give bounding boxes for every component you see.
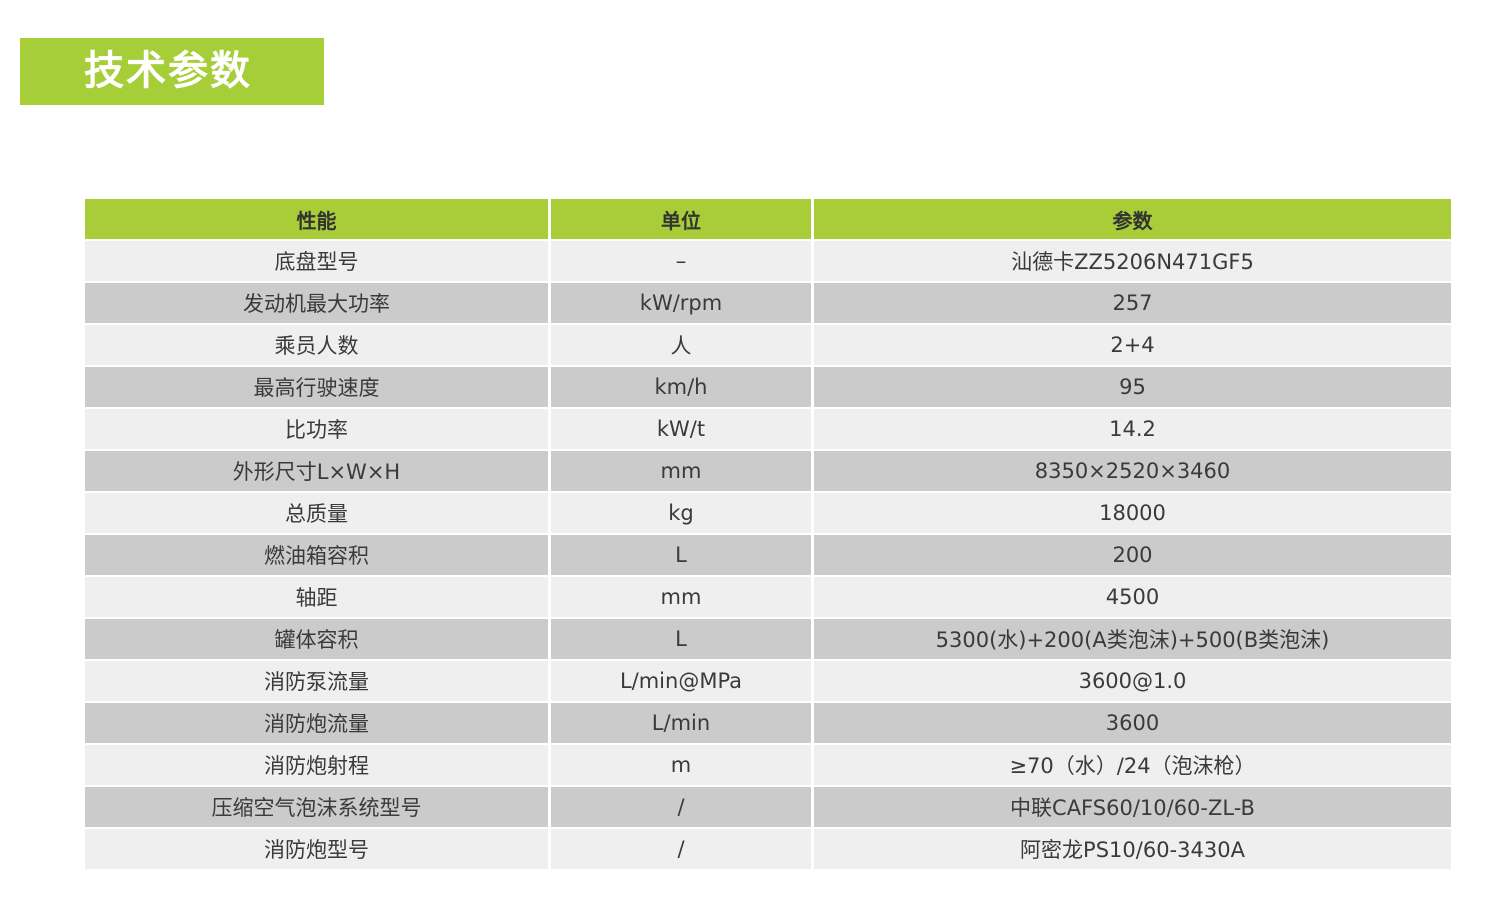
cell-performance: 最高行驶速度 xyxy=(85,367,548,407)
cell-value: 汕德卡ZZ5206N471GF5 xyxy=(814,241,1451,281)
cell-value: 2+4 xyxy=(814,325,1451,365)
cell-unit: / xyxy=(551,787,811,827)
cell-performance: 总质量 xyxy=(85,493,548,533)
cell-performance: 乘员人数 xyxy=(85,325,548,365)
cell-unit: kW/t xyxy=(551,409,811,449)
cell-unit: m xyxy=(551,745,811,785)
cell-performance: 外形尺寸L×W×H xyxy=(85,451,548,491)
cell-value: 8350×2520×3460 xyxy=(814,451,1451,491)
cell-performance: 消防泵流量 xyxy=(85,661,548,701)
cell-performance: 消防炮射程 xyxy=(85,745,548,785)
cell-performance: 罐体容积 xyxy=(85,619,548,659)
cell-unit: 人 xyxy=(551,325,811,365)
spec-table: 性能 单位 参数底盘型号 – 汕德卡ZZ5206N471GF5 发动机最大功率 kW/rpm… xyxy=(85,199,1451,869)
cell-value: 3600 xyxy=(814,703,1451,743)
cell-unit: kW/rpm xyxy=(551,283,811,323)
cell-unit: – xyxy=(551,241,811,281)
cell-unit: mm xyxy=(551,451,811,491)
cell-performance: 发动机最大功率 xyxy=(85,283,548,323)
cell-value: ≥70（水）/24（泡沫枪） xyxy=(814,745,1451,785)
cell-value: 4500 xyxy=(814,577,1451,617)
cell-unit: / xyxy=(551,829,811,869)
cell-unit: km/h xyxy=(551,367,811,407)
cell-value: 阿密龙PS10/60-3430A xyxy=(814,829,1451,869)
cell-performance: 轴距 xyxy=(85,577,548,617)
cell-unit: kg xyxy=(551,493,811,533)
cell-unit: L/min xyxy=(551,703,811,743)
cell-unit: L xyxy=(551,535,811,575)
cell-performance: 比功率 xyxy=(85,409,548,449)
cell-unit: mm xyxy=(551,577,811,617)
cell-value: 中联CAFS60/10/60-ZL-B xyxy=(814,787,1451,827)
section-title-banner: 技术参数 xyxy=(20,38,324,105)
cell-unit: L xyxy=(551,619,811,659)
cell-performance: 底盘型号 xyxy=(85,241,548,281)
header-performance: 性能 xyxy=(85,199,548,239)
cell-unit: L/min@MPa xyxy=(551,661,811,701)
cell-value: 3600@1.0 xyxy=(814,661,1451,701)
cell-value: 95 xyxy=(814,367,1451,407)
cell-value: 18000 xyxy=(814,493,1451,533)
header-unit: 单位 xyxy=(551,199,811,239)
cell-value: 200 xyxy=(814,535,1451,575)
cell-performance: 消防炮型号 xyxy=(85,829,548,869)
cell-performance: 燃油箱容积 xyxy=(85,535,548,575)
header-value: 参数 xyxy=(814,199,1451,239)
cell-performance: 压缩空气泡沫系统型号 xyxy=(85,787,548,827)
cell-performance: 消防炮流量 xyxy=(85,703,548,743)
cell-value: 14.2 xyxy=(814,409,1451,449)
section-title: 技术参数 xyxy=(84,48,252,94)
cell-value: 5300(水)+200(A类泡沫)+500(B类泡沫) xyxy=(814,619,1451,659)
cell-value: 257 xyxy=(814,283,1451,323)
